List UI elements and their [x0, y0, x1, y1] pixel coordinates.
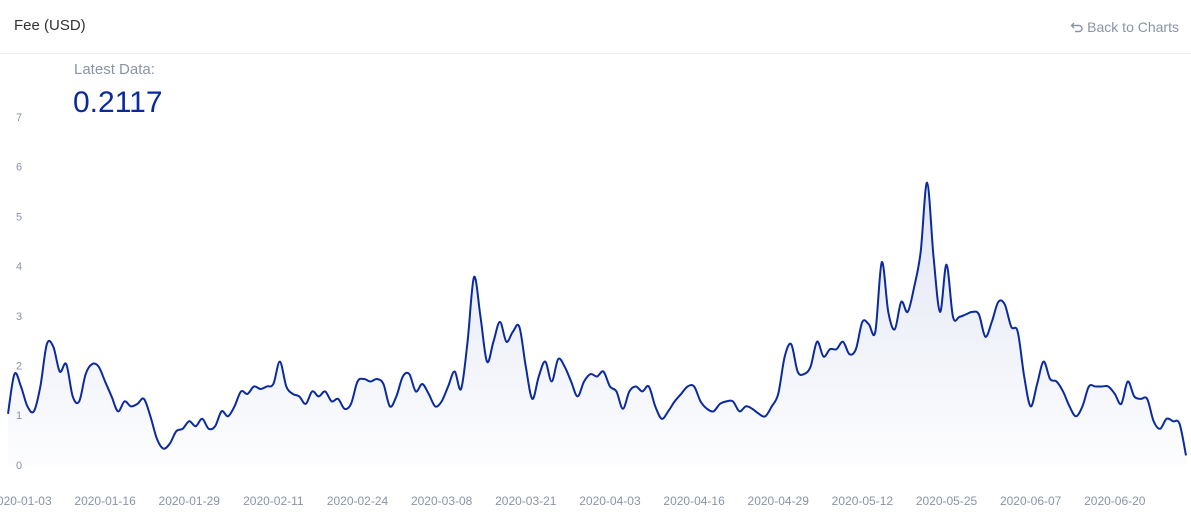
x-tick-label: 2020-02-24 — [327, 494, 389, 508]
x-tick-label: 2020-04-03 — [579, 494, 641, 508]
x-tick-label: 2020-05-25 — [916, 494, 978, 508]
x-tick-label: 2020-03-08 — [411, 494, 473, 508]
latest-label: Latest Data: — [74, 61, 155, 78]
x-tick-label: 2020-01-03 — [0, 494, 52, 508]
y-tick-label: 2 — [16, 360, 22, 372]
y-tick-label: 6 — [16, 162, 22, 174]
latest-value: 0.2117 — [73, 86, 163, 119]
y-tick-label: 4 — [16, 261, 22, 273]
x-tick-label: 2020-01-16 — [74, 494, 136, 508]
line — [7, 181, 1187, 456]
x-tick-label: 2020-04-16 — [663, 494, 725, 508]
back-icon — [1070, 22, 1083, 33]
header: Fee (USD) Back to Charts — [0, 0, 1191, 54]
x-tick-label: 2020-04-29 — [748, 494, 810, 508]
x-tick-label: 2020-05-12 — [832, 494, 894, 508]
x-tick-label: 2020-02-11 — [243, 494, 304, 508]
back-text[interactable]: Back to Charts — [1087, 19, 1179, 35]
x-tick-label: 2020-06-07 — [1000, 494, 1062, 508]
x-tick-label: 2020-03-21 — [495, 494, 557, 508]
line-area — [8, 182, 1186, 466]
y-tick-label: 3 — [16, 311, 22, 323]
back-link[interactable]: Back to Charts — [1070, 19, 1179, 35]
panel-title: Fee (USD) — [14, 17, 86, 34]
y-tick-label: 5 — [16, 211, 22, 223]
x-tick-label: 2020-01-29 — [159, 494, 221, 508]
x-tick-label: 2020-06-20 — [1084, 494, 1146, 508]
y-tick-label: 7 — [16, 112, 22, 124]
